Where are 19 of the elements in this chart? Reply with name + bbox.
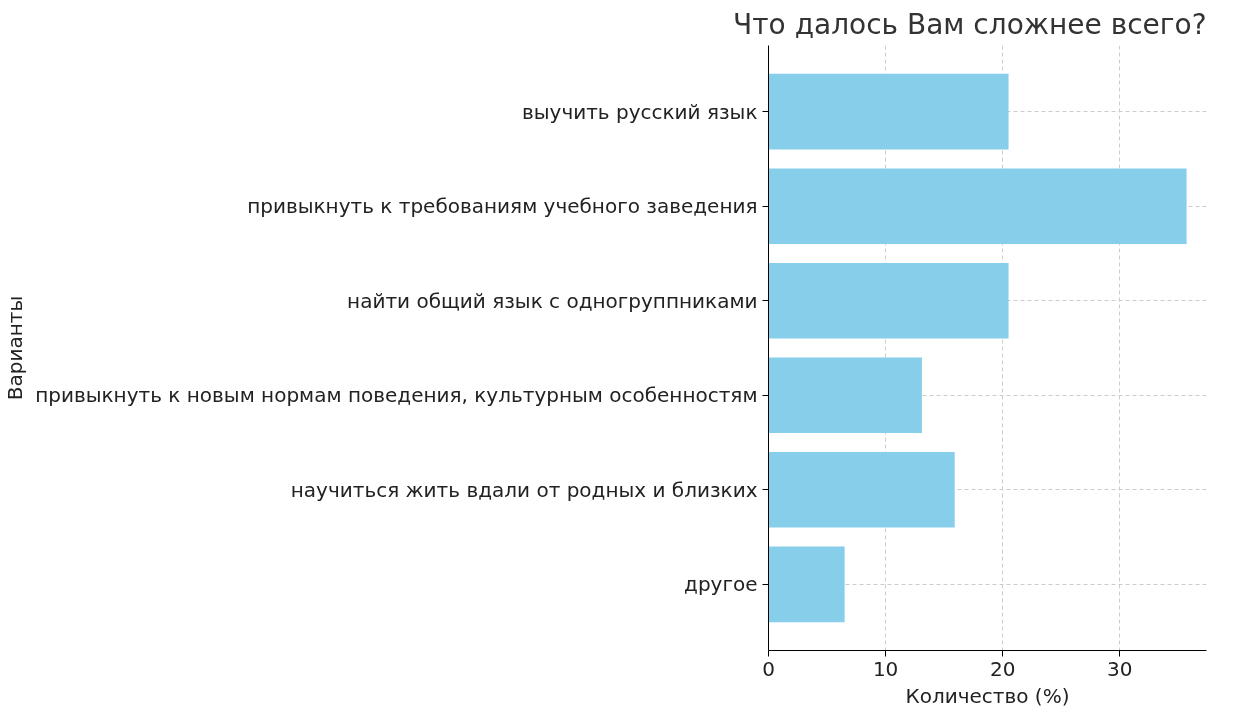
y-tick-label: найти общий язык с одногруппниками xyxy=(347,288,758,313)
x-tick-label: 0 xyxy=(762,656,775,681)
y-axis-title: Варианты xyxy=(3,295,28,401)
y-tick-label: привыкнуть к новым нормам поведения, культурным особенностям xyxy=(35,383,758,408)
bar xyxy=(768,73,1009,150)
x-axis-title: Количество (%) xyxy=(905,683,1070,708)
chart-title: Что далось Вам сложнее всего? xyxy=(733,7,1207,41)
y-tick-label: выучить русский язык xyxy=(521,99,758,124)
x-tick-label: 20 xyxy=(990,656,1016,681)
bar xyxy=(768,262,1009,339)
y-tick-label: привыкнуть к требованиям учебного заведения xyxy=(247,194,758,219)
y-tick-label: другое xyxy=(684,572,758,597)
bar xyxy=(768,168,1187,245)
bar xyxy=(768,546,845,623)
x-tick-label: 10 xyxy=(872,656,899,681)
x-tick-label: 30 xyxy=(1107,656,1133,681)
y-tick-label: научиться жить вдали от родных и близких xyxy=(290,477,758,502)
bar xyxy=(768,357,922,434)
bar xyxy=(768,451,955,528)
